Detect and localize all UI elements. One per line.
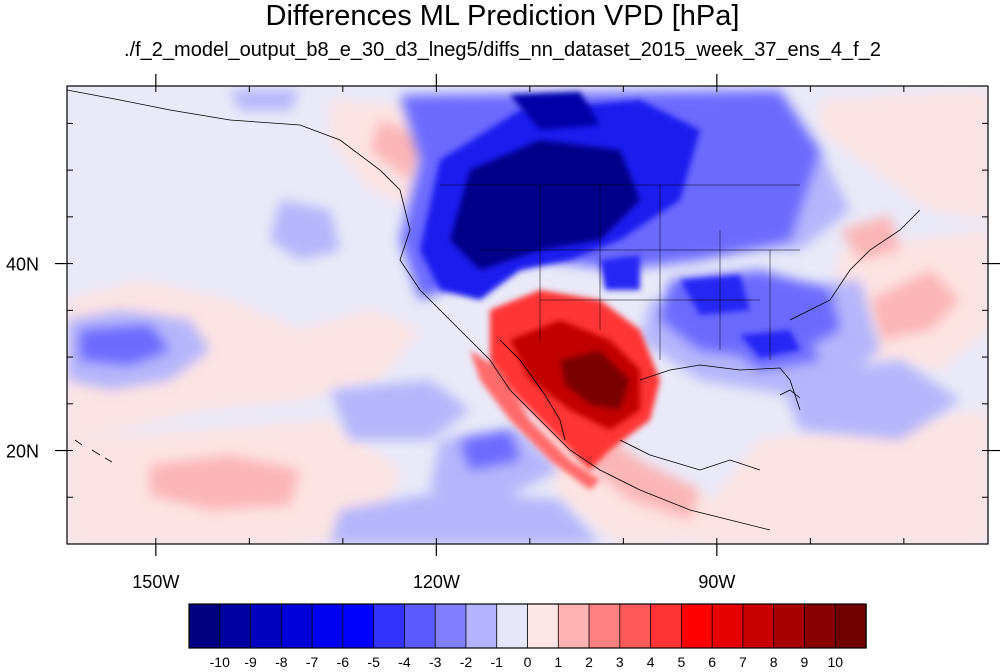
- colorbar-label: 1: [554, 654, 562, 670]
- colorbar-swatch: [188, 603, 221, 649]
- colorbar-label: -10: [210, 654, 230, 670]
- colorbar-swatch: [619, 603, 652, 649]
- negative-extreme-areas: [450, 92, 640, 270]
- colorbar-swatch: [742, 603, 775, 649]
- colorbar-swatch: [280, 603, 313, 649]
- colorbar-swatch: [311, 603, 344, 649]
- vpd-map: [67, 86, 988, 544]
- colorbar-label: -8: [275, 654, 288, 670]
- lon-tick-label: 120W: [413, 572, 460, 592]
- colorbar-swatch: [588, 603, 621, 649]
- colorbar-label: -6: [337, 654, 350, 670]
- colorbar: -10 -9 -8 -7 -6 -5 -4 -3 -2 -1 0 1 2 3 4 5 6 7 8 9 10: [188, 603, 867, 670]
- colorbar-swatch: [711, 603, 744, 649]
- colorbar-label: 9: [801, 654, 809, 670]
- colorbar-swatch: [773, 603, 806, 649]
- lon-tick-label: 90W: [698, 572, 735, 592]
- map-title: Differences ML Prediction VPD [hPa]: [265, 0, 740, 32]
- colorbar-label: 0: [524, 654, 532, 670]
- map-frame: [66, 85, 989, 545]
- colorbar-label: 6: [708, 654, 716, 670]
- colorbar-label: 10: [827, 654, 843, 670]
- colorbar-swatch: [465, 603, 498, 649]
- islands: [74, 389, 801, 463]
- map-subtitle: ./f_2_model_output_b8_e_30_d3_lneg5/diff…: [124, 39, 881, 61]
- colorbar-swatch: [680, 603, 713, 649]
- colorbar-label: -4: [398, 654, 411, 670]
- colorbar-label: -7: [306, 654, 319, 670]
- colorbar-label: -3: [429, 654, 442, 670]
- colorbar-label: -1: [491, 654, 504, 670]
- colorbar-swatch: [219, 603, 252, 649]
- positive-extreme-areas: [510, 320, 640, 430]
- colorbar-label: 8: [770, 654, 778, 670]
- colorbar-label: -9: [244, 654, 257, 670]
- colorbar-swatch: [434, 603, 467, 649]
- difference-field: [67, 90, 988, 544]
- colorbar-swatch: [834, 603, 867, 649]
- colorbar-label: 3: [616, 654, 624, 670]
- colorbar-label: 7: [739, 654, 747, 670]
- colorbar-swatch: [557, 603, 590, 649]
- colorbar-label: 2: [585, 654, 593, 670]
- colorbar-swatch: [496, 603, 529, 649]
- colorbar-swatch: [527, 603, 559, 649]
- colorbar-swatch: [804, 603, 836, 649]
- lon-tick-label: 150W: [132, 572, 179, 592]
- colorbar-label: 4: [647, 654, 655, 670]
- colorbar-swatch: [250, 603, 283, 649]
- lat-tick-label: 20N: [6, 442, 39, 462]
- lat-tick-label: 40N: [6, 255, 39, 275]
- colorbar-label: -5: [367, 654, 380, 670]
- colorbar-swatch: [373, 603, 406, 649]
- colorbar-swatch: [342, 603, 375, 649]
- colorbar-swatch: [650, 603, 683, 649]
- state-borders: [440, 184, 800, 360]
- colorbar-label: -2: [460, 654, 473, 670]
- coastlines: [67, 89, 921, 531]
- colorbar-label: 5: [677, 654, 685, 670]
- colorbar-frame: [188, 603, 867, 649]
- map-axes: 150W 120W 90W 40N 20N: [6, 74, 1000, 592]
- colorbar-swatch: [404, 603, 436, 649]
